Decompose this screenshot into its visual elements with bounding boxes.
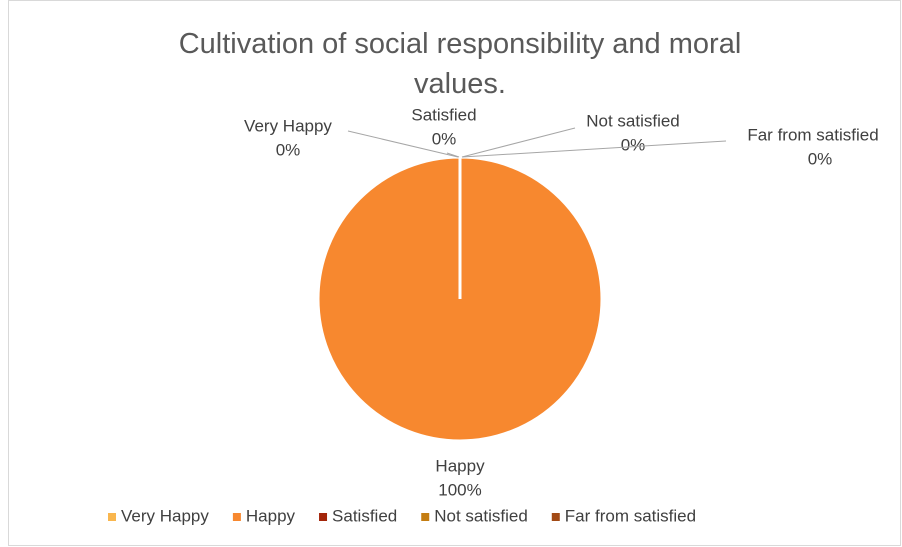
legend-marker — [232, 513, 241, 521]
legend-marker — [421, 513, 430, 521]
legend-label: Very Happy — [121, 506, 209, 525]
data-label-value: 0% — [276, 140, 301, 159]
legend-label: Far from satisfied — [565, 506, 696, 525]
leader-line — [347, 130, 459, 158]
leader-line — [461, 140, 727, 158]
legend-label: Satisfied — [332, 506, 397, 525]
data-label-value: 100% — [438, 480, 481, 499]
data-label-name: Happy — [435, 456, 485, 475]
legend-marker — [319, 513, 328, 521]
legend-marker — [108, 513, 116, 521]
data-label-value: 0% — [808, 149, 833, 168]
data-label-value: 0% — [432, 129, 457, 148]
data-label-name: Not satisfied — [586, 111, 680, 130]
leader-line — [461, 127, 576, 158]
data-label-name: Very Happy — [244, 116, 332, 135]
chart-border — [8, 0, 901, 546]
data-label-value: 0% — [621, 135, 646, 154]
legend-label: Happy — [246, 506, 296, 525]
data-label-name: Far from satisfied — [747, 125, 878, 144]
legend-marker — [551, 513, 560, 521]
data-label-name: Satisfied — [411, 105, 476, 124]
chart-title: Cultivation of social responsibility and… — [178, 28, 742, 100]
leader-line — [446, 152, 460, 158]
legend-label: Not satisfied — [434, 506, 528, 525]
